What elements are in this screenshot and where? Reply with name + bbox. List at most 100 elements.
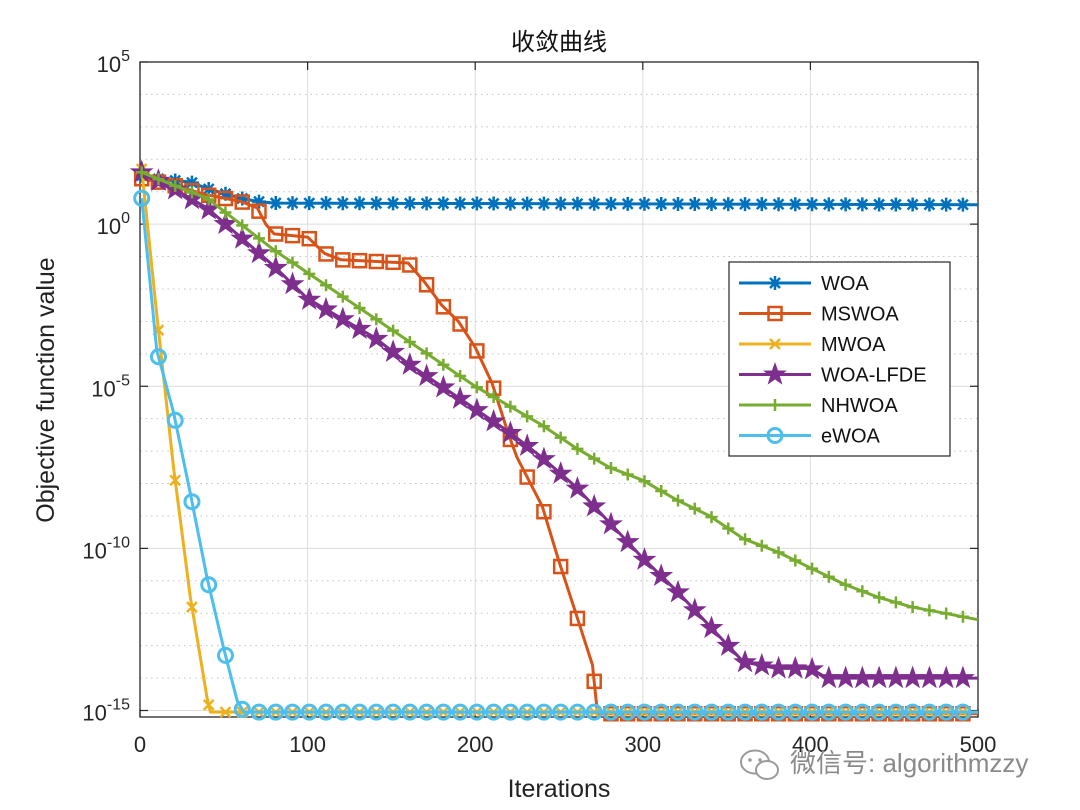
marker-nhwoa [889,596,902,609]
marker-woa [419,196,434,211]
marker-nhwoa [403,335,416,348]
marker-nhwoa [822,570,835,583]
legend-entry-mwoa: MWOA [739,334,886,356]
legend-entry-mswoa: MSWOA [739,304,899,326]
marker-ewoa [367,703,385,721]
marker-nhwoa [604,461,617,474]
marker-woa-lfde [548,461,573,484]
watermark-prefix: 微信号: [790,748,882,778]
marker-woa-lfde [297,287,322,310]
marker-ewoa [351,703,369,721]
marker-ewoa [920,703,938,721]
marker-woa-lfde [783,655,808,679]
marker-woa-lfde [565,476,590,499]
watermark-name: algorithmzzy [882,748,1028,778]
marker-nhwoa [353,301,366,314]
marker-nhwoa [755,539,768,552]
marker-nhwoa [789,554,802,567]
svg-text:微信号: algorithmzzy: 微信号: algorithmzzy [790,748,1028,778]
marker-woa [771,197,786,212]
marker-nhwoa [621,468,634,481]
marker-woa-lfde [800,656,824,680]
marker-woa [754,197,769,212]
marker-ewoa [300,703,318,721]
marker-woa-lfde [833,665,858,689]
marker-nhwoa [655,484,668,497]
marker-ewoa [183,493,201,511]
marker-woa [587,196,602,211]
marker-ewoa [384,703,402,721]
legend-label: MWOA [821,334,886,356]
marker-ewoa [786,703,804,721]
marker-woa [553,196,568,211]
marker-nhwoa [571,442,584,455]
marker-ewoa [216,646,234,664]
chart-title: 收敛曲线 [511,29,607,56]
x-axis-label: Iterations [508,775,611,803]
marker-woa [872,197,887,212]
x-tick-label: 0 [134,732,146,757]
marker-ewoa [233,700,251,718]
marker-mswoa [586,673,602,690]
marker-woa [788,197,803,212]
watermark: 微信号: algorithmzzy [740,748,1028,780]
marker-mwoa [202,698,215,711]
wechat-icon [740,749,779,780]
marker-woa-lfde [364,326,389,350]
marker-nhwoa [739,533,752,546]
marker-nhwoa [420,347,433,360]
x-tick-label: 100 [289,732,326,757]
y-tick-label: 100 [97,210,130,239]
marker-woa-lfde [247,240,271,264]
marker-ewoa [602,703,620,721]
legend-marker [767,305,783,322]
legend-label: NHWOA [821,395,898,417]
marker-nhwoa [772,546,785,559]
marker-nhwoa [470,381,483,394]
marker-woa-lfde [230,226,255,249]
marker-ewoa [870,703,888,721]
series-woa-lfde [129,159,978,689]
marker-nhwoa [370,313,383,326]
legend-marker [769,399,781,411]
marker-nhwoa [286,256,299,269]
marker-nhwoa [454,370,467,383]
legend-marker [763,361,787,385]
marker-woa [469,196,484,211]
marker-woa-lfde [213,211,238,235]
marker-ewoa [719,703,737,721]
marker-nhwoa [336,290,349,303]
marker-mswoa [418,277,435,293]
y-tick-label: 10-5 [91,372,130,401]
marker-mswoa [234,194,250,210]
marker-mswoa [552,558,569,575]
marker-nhwoa [806,562,819,575]
marker-woa [888,197,903,212]
marker-woa-lfde [766,655,791,679]
marker-woa [386,196,401,211]
marker-mswoa [452,316,468,332]
marker-woa [670,196,685,211]
marker-woa [369,196,384,211]
marker-woa-lfde [280,271,305,295]
marker-ewoa [954,703,972,721]
marker-mswoa [284,227,301,244]
marker-woa [503,196,518,211]
marker-mswoa [519,469,535,485]
marker-mswoa [351,252,368,269]
marker-woa-lfde [515,433,540,457]
marker-ewoa [585,703,603,721]
marker-nhwoa [688,502,701,515]
marker-ewoa [535,703,553,721]
series-line-mswoa [141,177,978,716]
marker-nhwoa [705,511,718,524]
marker-woa-lfde [381,339,405,363]
marker-woa [453,196,468,211]
series-ewoa [133,189,978,721]
marker-woa [251,194,266,209]
marker-mswoa [536,503,552,520]
marker-woa [486,196,501,211]
marker-nhwoa [303,267,316,280]
marker-ewoa [669,703,687,721]
marker-nhwoa [521,410,534,423]
